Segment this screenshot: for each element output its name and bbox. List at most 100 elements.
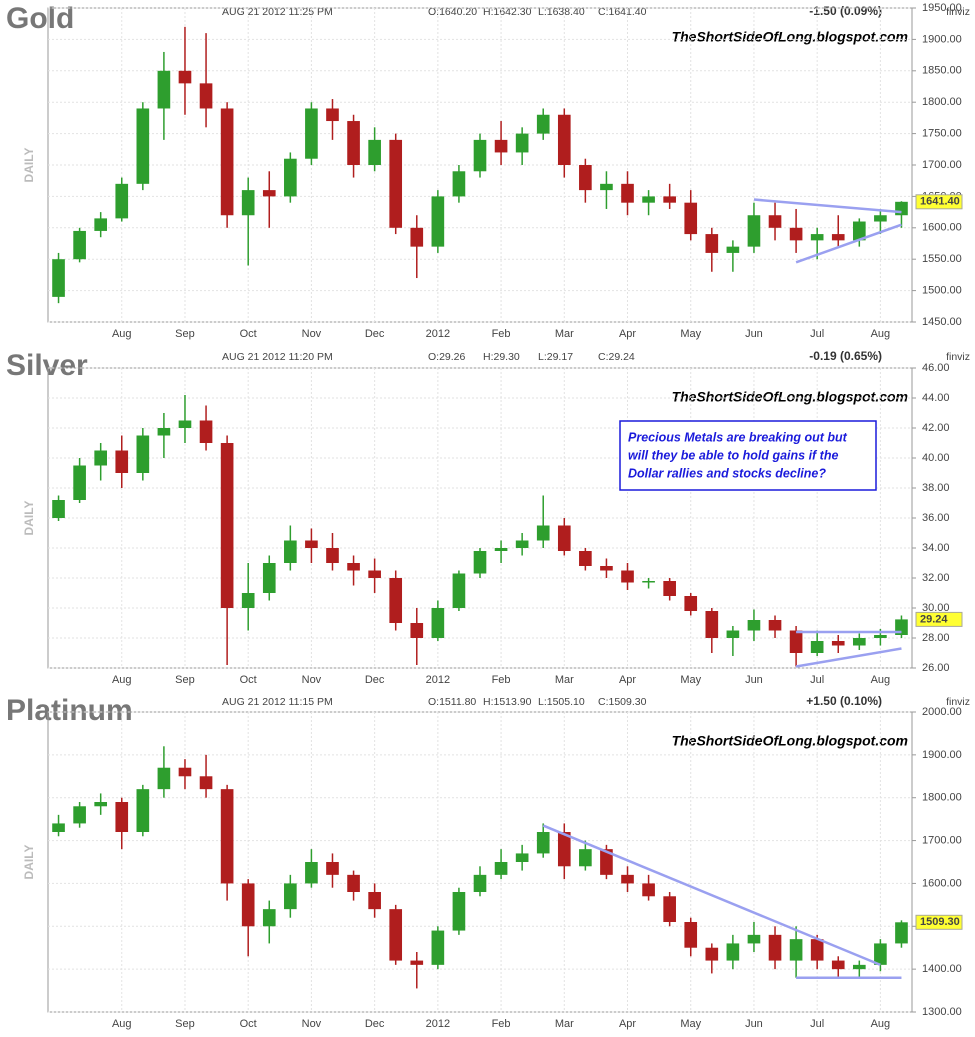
y-tick-label: 32.00: [922, 572, 950, 584]
trendline: [795, 647, 902, 668]
candle-body: [199, 83, 213, 109]
header-low: L:1638.40: [538, 6, 585, 18]
candle-body: [579, 849, 592, 867]
y-tick-label: 2000.00: [922, 706, 962, 718]
x-tick-label: Jun: [745, 674, 763, 686]
y-axis-label: DAILY: [22, 148, 36, 183]
candle-body: [136, 435, 150, 473]
header-open: O:1511.80: [428, 696, 476, 708]
candle-body: [52, 500, 65, 518]
candle-body: [410, 227, 424, 247]
x-tick-label: Nov: [302, 328, 322, 340]
y-tick-label: 28.00: [922, 632, 950, 644]
header-high: H:1642.30: [483, 6, 532, 18]
y-tick-label: 1900.00: [922, 749, 962, 761]
x-tick-label: 2012: [426, 674, 450, 686]
y-axis-label: DAILY: [22, 501, 36, 536]
candle-body: [789, 939, 803, 961]
header-high: H:29.30: [483, 351, 520, 363]
x-tick-label: Mar: [555, 328, 574, 340]
candle-body: [789, 630, 803, 653]
x-tick-label: May: [680, 674, 701, 686]
source-label: finviz: [946, 6, 970, 18]
candle-body: [726, 943, 740, 961]
last-price-label: 1641.40: [920, 196, 960, 208]
candle-body: [157, 70, 171, 109]
candle-body: [515, 853, 529, 862]
candle-body: [768, 620, 782, 631]
x-tick-label: Sep: [175, 328, 195, 340]
y-tick-label: 1700.00: [922, 159, 962, 171]
candle-body: [557, 525, 571, 551]
candle-body: [705, 234, 719, 253]
x-tick-label: Jul: [810, 328, 824, 340]
y-tick-label: 36.00: [922, 512, 950, 524]
candle-body: [494, 139, 508, 153]
x-tick-label: Jun: [745, 328, 763, 340]
x-tick-label: Aug: [112, 674, 132, 686]
trendline: [753, 198, 902, 214]
candle-body: [262, 563, 276, 593]
candle-body: [241, 190, 255, 216]
candle-body: [494, 862, 508, 875]
candle-body: [621, 874, 634, 884]
candle-body: [389, 139, 403, 228]
candle-body: [178, 767, 192, 777]
candle-body: [831, 960, 845, 970]
x-tick-label: Jul: [810, 1018, 824, 1030]
x-tick-label: Aug: [112, 1018, 132, 1030]
header-date: AUG 21 2012 11:20 PM: [222, 351, 333, 363]
candle-body: [326, 108, 339, 122]
x-tick-label: Aug: [871, 328, 891, 340]
y-tick-label: 44.00: [922, 392, 950, 404]
candle-body: [220, 108, 234, 216]
candle-body: [94, 450, 108, 466]
candle-body: [241, 883, 255, 927]
candle-body: [452, 573, 466, 608]
y-tick-label: 46.00: [922, 362, 950, 374]
chart-title: Silver: [6, 349, 88, 382]
x-tick-label: 2012: [426, 1018, 450, 1030]
candle-body: [284, 158, 297, 197]
header-low: L:29.17: [538, 351, 573, 363]
candle-body: [347, 563, 360, 571]
candle-body: [895, 922, 908, 944]
candle-body: [73, 465, 86, 500]
candle-body: [684, 596, 698, 611]
x-tick-label: 2012: [426, 328, 450, 340]
candle-body: [136, 108, 150, 184]
candle-body: [473, 551, 487, 574]
candle-body: [579, 165, 592, 191]
header-open: O:1640.20: [428, 6, 477, 18]
x-tick-label: Dec: [365, 328, 385, 340]
y-tick-label: 1450.00: [922, 316, 962, 328]
candle-body: [473, 874, 487, 892]
plot-frame: [47, 711, 913, 1013]
candle-body: [389, 578, 403, 623]
x-tick-label: Mar: [555, 1018, 574, 1030]
candle-body: [494, 548, 508, 551]
candle-body: [157, 767, 171, 790]
header-date: AUG 21 2012 11:15 PM: [222, 696, 333, 708]
candle-body: [52, 823, 65, 832]
candle-body: [789, 227, 803, 241]
last-price-box: [915, 914, 963, 930]
candle-body: [262, 190, 276, 197]
candle-body: [178, 70, 192, 84]
candle-body: [600, 566, 613, 571]
candle-body: [199, 420, 213, 443]
annotation-box: [619, 420, 877, 491]
candle-body: [663, 581, 676, 596]
candle-body: [94, 218, 108, 231]
source-label: finviz: [946, 351, 970, 363]
y-tick-label: 1800.00: [922, 792, 962, 804]
candle-body: [241, 593, 255, 608]
x-tick-label: Oct: [240, 1018, 257, 1030]
header-date: AUG 21 2012 11:25 PM: [222, 6, 333, 18]
y-tick-label: 1800.00: [922, 96, 962, 108]
candle-body: [557, 832, 571, 867]
candle-body: [347, 121, 360, 165]
y-axis-label: DAILY: [22, 845, 36, 880]
candle-body: [431, 608, 445, 638]
